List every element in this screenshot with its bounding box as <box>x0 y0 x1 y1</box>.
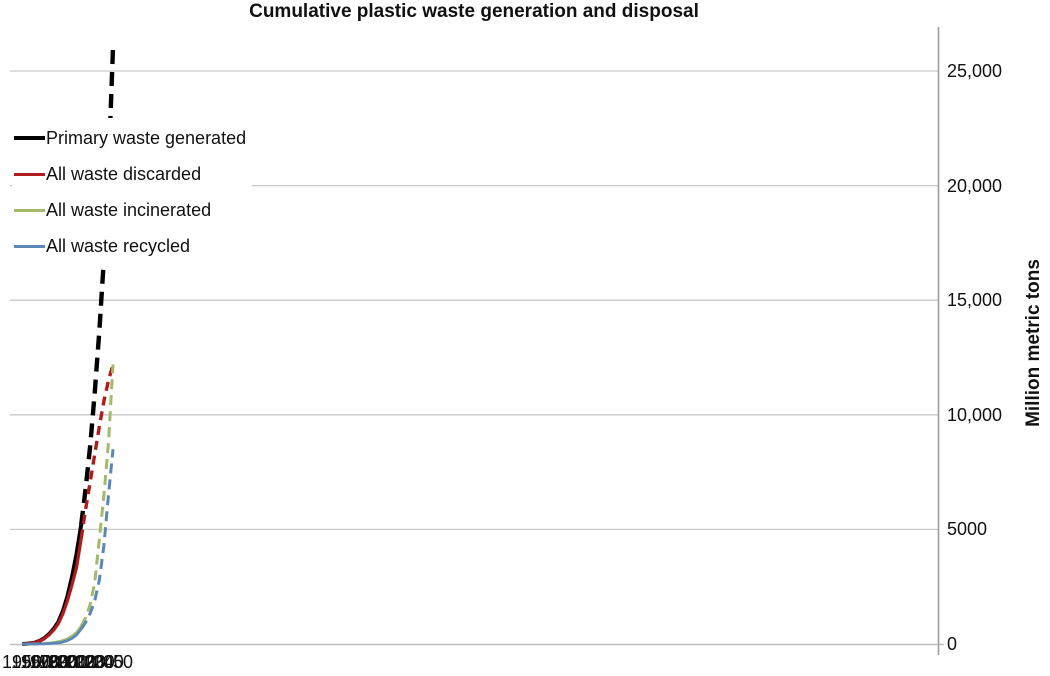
legend: Primary waste generated All waste discar… <box>12 118 253 266</box>
legend-line-swatch <box>14 244 45 248</box>
x-tick-label: 2050 <box>92 652 134 672</box>
series-line-dashed <box>79 364 115 627</box>
legend-label: Primary waste generated <box>46 127 247 148</box>
x-tick-label: 2040 <box>83 652 124 672</box>
x-tick-label: 2000 <box>47 652 88 672</box>
legend-item-all-waste-recycled: All waste recycled <box>14 228 246 264</box>
x-tick-label: 1960 <box>11 652 52 672</box>
series-line-solid <box>21 538 83 646</box>
x-tick-label: 2010 <box>56 652 97 672</box>
y-tick-label: 15,000 <box>947 290 1003 311</box>
y-axis-title: Million metric tons <box>1023 259 1044 427</box>
y-tick-label: 5000 <box>947 519 988 540</box>
series-line-dashed <box>79 449 115 630</box>
y-tick-label: 10,000 <box>947 404 1003 425</box>
series-line-dashed <box>79 363 115 539</box>
legend-item-all-waste-incinerated: All waste incinerated <box>14 192 246 228</box>
x-tick-label: 1990 <box>38 652 79 672</box>
legend-label: All waste discarded <box>46 163 202 184</box>
legend-line-swatch <box>14 136 45 140</box>
y-tick-label: 0 <box>947 634 958 654</box>
y-tick-label: 25,000 <box>947 61 1003 81</box>
legend-label: All waste recycled <box>46 235 191 256</box>
x-tick-label: 1980 <box>29 652 70 672</box>
x-tick-label: 1970 <box>20 652 61 672</box>
legend-item-primary-waste-generated: Primary waste generated <box>14 120 246 156</box>
x-tick-label: 2030 <box>74 652 115 672</box>
legend-line-swatch <box>14 172 45 176</box>
legend-label: All waste incinerated <box>46 199 212 220</box>
chart-title: Cumulative plastic waste generation and … <box>249 1 699 22</box>
x-tick-label: 1950 <box>1 652 43 672</box>
legend-line-swatch <box>14 208 45 212</box>
y-tick-label: 20,000 <box>947 175 1003 196</box>
x-tick-label: 2020 <box>65 652 106 672</box>
series-line-solid <box>22 628 83 646</box>
legend-item-all-waste-discarded: All waste discarded <box>14 156 246 192</box>
